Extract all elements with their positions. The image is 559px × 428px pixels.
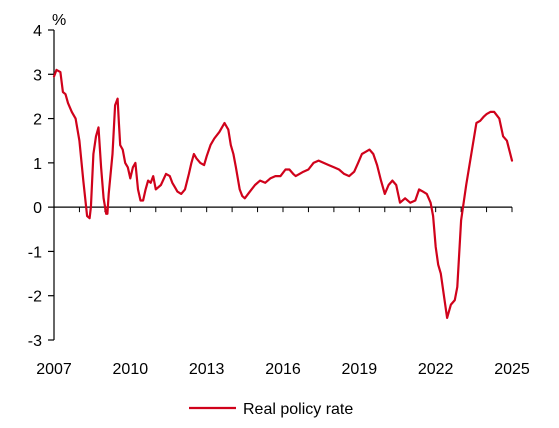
y-tick-label: 0 xyxy=(33,200,42,217)
y-tick-label: -1 xyxy=(28,244,42,261)
axes xyxy=(48,29,513,341)
x-tick-label: 2016 xyxy=(265,361,301,378)
y-tick-label: 3 xyxy=(33,67,42,84)
y-tick-label: 4 xyxy=(33,23,42,40)
y-tick-label: -2 xyxy=(28,289,42,306)
series-layer xyxy=(52,68,514,319)
series-line-real-policy-rate xyxy=(52,68,514,319)
x-tick-label: 2019 xyxy=(342,361,378,378)
x-tick-label: 2013 xyxy=(189,361,225,378)
y-tick-label: -3 xyxy=(28,333,42,350)
y-axis-unit-label: % xyxy=(52,12,66,29)
y-tick-label: 1 xyxy=(33,156,42,173)
legend-label-real-policy-rate: Real policy rate xyxy=(243,401,353,418)
x-tick-label: 2010 xyxy=(113,361,149,378)
legend: Real policy rate xyxy=(189,401,353,418)
y-tick-label: 2 xyxy=(33,112,42,129)
x-tick-label: 2022 xyxy=(418,361,454,378)
x-tick-label: 2025 xyxy=(494,361,530,378)
x-tick-label: 2007 xyxy=(36,361,72,378)
tick-labels: 4 3 2 1 0 -1 -2 -3 2007 2010 2013 2016 2019 2022 2025 xyxy=(28,23,530,378)
